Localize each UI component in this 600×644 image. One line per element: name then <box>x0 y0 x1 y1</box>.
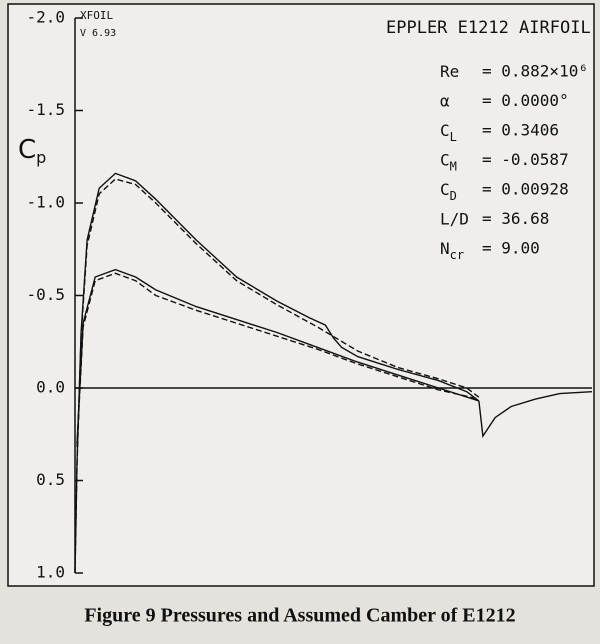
parameter-symbol: α <box>440 91 450 110</box>
parameter-label: α <box>440 91 450 110</box>
parameter-value: = 9.00 <box>482 239 540 258</box>
parameter-symbol: L/D <box>440 209 469 228</box>
parameter-symbol: C <box>440 180 450 199</box>
pressure-curve <box>76 268 480 444</box>
y-axis-label: Cp <box>18 135 46 167</box>
program-name: XFOIL <box>80 9 113 22</box>
pressure-curve <box>76 272 480 448</box>
parameter-symbol: C <box>440 150 450 169</box>
parameter-value: = 36.68 <box>482 209 549 228</box>
parameter-label: CM <box>440 150 457 173</box>
y-tick-label: -1.5 <box>26 100 65 119</box>
y-tick-label: 0.5 <box>36 470 65 489</box>
parameter-value: = 0.0000° <box>482 91 569 110</box>
parameter-value: = 0.882×10⁶ <box>482 62 588 81</box>
parameter-symbol: C <box>440 121 450 140</box>
y-tick-label: -0.5 <box>26 285 65 304</box>
parameter-label: CL <box>440 121 457 144</box>
y-axis-label-subscript: p <box>36 148 46 167</box>
plot-frame <box>7 3 595 587</box>
parameter-subscript: L <box>450 130 457 144</box>
parameter-label: CD <box>440 180 457 203</box>
parameter-value: = 0.3406 <box>482 121 559 140</box>
parameter-value: = -0.0587 <box>482 150 569 169</box>
y-tick-label: 1.0 <box>36 563 65 582</box>
y-tick-label: 0.0 <box>36 378 65 397</box>
y-tick-label: -1.0 <box>26 193 65 212</box>
parameter-subscript: cr <box>450 248 464 262</box>
parameter-value: = 0.00928 <box>482 180 569 199</box>
parameter-label: L/D <box>440 209 469 228</box>
parameter-label: Ncr <box>440 239 464 262</box>
pressure-curve <box>74 172 480 574</box>
parameter-subscript: D <box>450 189 457 203</box>
pressure-curve <box>74 178 480 574</box>
parameter-subscript: M <box>450 159 457 173</box>
y-tick-label: -2.0 <box>26 8 65 27</box>
parameter-symbol: N <box>440 239 450 258</box>
parameter-symbol: Re <box>440 62 459 81</box>
parameter-label: Re <box>440 62 459 81</box>
caption: Figure 9 Pressures and Assumed Camber of… <box>84 605 515 627</box>
program-version: V 6.93 <box>80 28 116 39</box>
pressure-curve <box>478 391 593 439</box>
chart-title: EPPLER E1212 AIRFOIL <box>386 18 591 38</box>
y-axis-label-symbol: C <box>18 135 36 165</box>
